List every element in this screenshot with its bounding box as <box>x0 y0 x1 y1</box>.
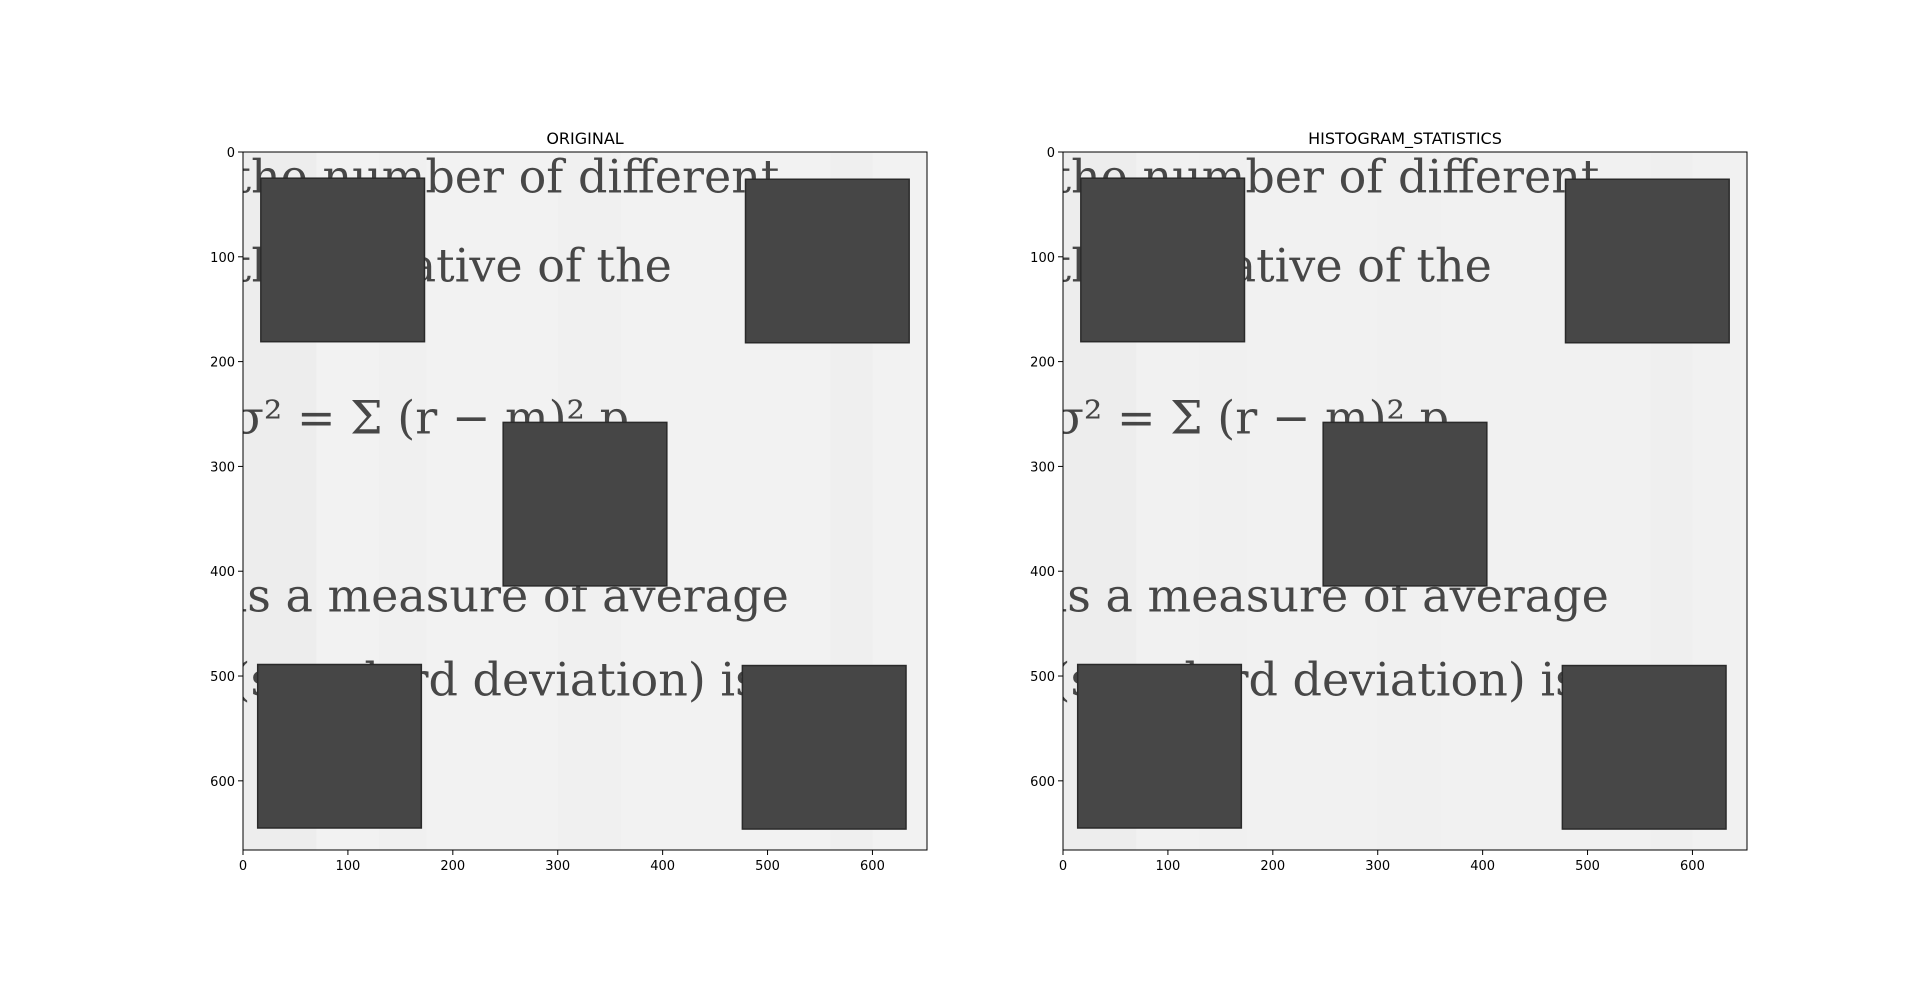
x-tick-label: 600 <box>860 859 885 874</box>
x-tick-label: 100 <box>1155 859 1180 874</box>
x-tick-label: 400 <box>650 859 675 874</box>
y-tick-label: 400 <box>210 565 235 580</box>
x-tick-label: 200 <box>440 859 465 874</box>
y-tick-label: 600 <box>1030 775 1055 790</box>
x-tick-label: 200 <box>1260 859 1285 874</box>
x-tick-label: 0 <box>239 859 247 874</box>
dark-square <box>258 664 422 827</box>
dark-square <box>503 422 667 585</box>
dark-square <box>742 666 906 829</box>
y-tick-label: 200 <box>210 356 235 371</box>
dark-square <box>261 178 425 341</box>
y-tick-label: 500 <box>1030 670 1055 685</box>
y-tick-label: 100 <box>1030 251 1055 266</box>
x-tick-label: 300 <box>545 859 570 874</box>
y-tick-label: 0 <box>227 146 235 161</box>
subplot-title: HISTOGRAM_STATISTICS <box>1308 129 1502 149</box>
x-tick-label: 600 <box>1680 859 1705 874</box>
x-tick-label: 100 <box>335 859 360 874</box>
y-tick-label: 200 <box>1030 356 1055 371</box>
dark-square <box>1562 666 1726 829</box>
y-tick-label: 300 <box>1030 460 1055 475</box>
y-tick-label: 400 <box>1030 565 1055 580</box>
dark-square <box>1566 179 1730 342</box>
x-tick-label: 400 <box>1470 859 1495 874</box>
x-tick-label: 500 <box>755 859 780 874</box>
x-tick-label: 0 <box>1059 859 1067 874</box>
y-tick-label: 300 <box>210 460 235 475</box>
dark-square <box>1078 664 1242 827</box>
dark-square <box>746 179 910 342</box>
y-tick-label: 0 <box>1047 146 1055 161</box>
dark-square <box>1323 422 1487 585</box>
dark-square <box>1081 178 1245 341</box>
y-tick-label: 100 <box>210 251 235 266</box>
y-tick-label: 600 <box>210 775 235 790</box>
subplot-title: ORIGINAL <box>546 129 623 148</box>
y-tick-label: 500 <box>210 670 235 685</box>
x-tick-label: 500 <box>1575 859 1600 874</box>
x-tick-label: 300 <box>1365 859 1390 874</box>
